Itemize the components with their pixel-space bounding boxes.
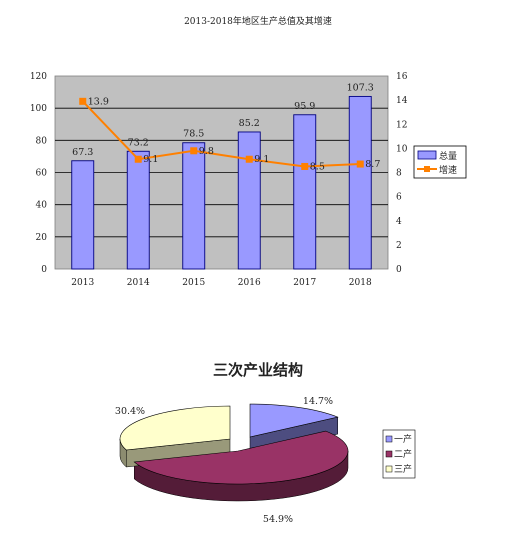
bar-data-label: 85.2 — [239, 118, 260, 129]
right-tick-label: 16 — [396, 72, 408, 82]
left-tick-label: 20 — [36, 233, 48, 243]
legend-label-bar: 总量 — [439, 150, 457, 162]
line-data-label: 8.5 — [310, 161, 325, 172]
bar-data-label: 73.2 — [128, 137, 149, 148]
right-tick-label: 12 — [396, 120, 407, 130]
line-data-label: 9.1 — [254, 154, 269, 165]
x-tick-label: 2013 — [71, 278, 94, 288]
pie-data-label: 30.4% — [115, 406, 145, 417]
pie-legend-swatch-1 — [385, 435, 393, 443]
legend-swatch-bar — [417, 150, 437, 160]
right-tick-label: 4 — [396, 217, 402, 227]
line-point — [356, 160, 364, 168]
right-tick-label: 0 — [396, 265, 402, 275]
pie-legend-label-3: 三产 — [394, 463, 412, 475]
left-axis: 0 20 40 60 80 100 120 — [30, 72, 47, 275]
bar-data-labels: 67.3 73.2 78.5 85.2 95.9 107.3 — [72, 82, 374, 157]
pie-series — [119, 403, 349, 502]
line-point — [301, 162, 309, 170]
right-tick-label: 2 — [396, 241, 402, 251]
line-point — [79, 97, 87, 105]
line-data-label: 9.8 — [199, 146, 214, 157]
combo-legend: 总量 增速 — [413, 145, 467, 179]
x-tick-label: 2018 — [349, 278, 372, 288]
right-axis: 0 2 4 6 8 10 12 14 16 — [396, 72, 408, 275]
left-tick-label: 100 — [30, 104, 47, 114]
legend-label-line: 增速 — [439, 164, 457, 176]
left-tick-label: 60 — [36, 169, 48, 179]
line-point — [245, 155, 253, 163]
pie-legend-swatch-2 — [385, 450, 393, 458]
line-data-label: 8.7 — [365, 159, 380, 170]
bar — [71, 160, 95, 270]
legend-marker-line — [424, 166, 430, 172]
pie-legend: 一产 二产 三产 — [382, 429, 416, 479]
pie-slice — [249, 403, 339, 438]
left-tick-label: 40 — [36, 201, 48, 211]
bar — [293, 114, 317, 270]
pie-chart-title: 三次产业结构 — [213, 361, 303, 379]
pie-data-label: 14.7% — [303, 396, 333, 407]
pie-slice — [119, 405, 231, 451]
line-point — [134, 155, 142, 163]
bar-data-label: 78.5 — [183, 129, 204, 140]
right-tick-label: 8 — [396, 169, 402, 179]
bar-data-label: 67.3 — [72, 147, 93, 158]
line-point — [190, 147, 198, 155]
bar-data-label: 95.9 — [294, 101, 315, 112]
pie-data-labels: 14.7% 54.9% 30.4% — [115, 396, 333, 525]
x-tick-label: 2016 — [238, 278, 261, 288]
pie-slice — [133, 430, 349, 485]
line-data-label: 9.1 — [143, 154, 158, 165]
growth-line — [82, 100, 361, 168]
line-data-labels: 13.9 9.1 9.8 9.1 8.5 8.7 — [88, 96, 381, 172]
pie-legend-label-2: 二产 — [394, 448, 412, 460]
left-tick-label: 0 — [41, 265, 47, 275]
bar-series — [71, 95, 372, 270]
x-tick-label: 2015 — [182, 278, 205, 288]
bar — [182, 142, 206, 270]
right-tick-label: 10 — [396, 144, 408, 154]
line-series — [79, 97, 364, 170]
bar — [237, 131, 261, 270]
bar — [348, 95, 372, 270]
right-tick-label: 6 — [396, 193, 402, 203]
x-tick-label: 2017 — [293, 278, 316, 288]
pie-legend-label-1: 一产 — [394, 433, 412, 445]
right-tick-label: 14 — [396, 96, 408, 106]
line-data-label: 13.9 — [88, 96, 109, 107]
left-tick-label: 80 — [36, 136, 48, 146]
gridlines — [55, 107, 388, 238]
x-axis: 2013 2014 2015 2016 2017 2018 — [71, 278, 372, 288]
x-tick-label: 2014 — [127, 278, 150, 288]
left-tick-label: 120 — [30, 72, 47, 82]
combo-chart-title: 2013-2018年地区生产总值及其增速 — [184, 15, 332, 27]
pie-legend-swatch-3 — [385, 465, 393, 473]
pie-data-label: 54.9% — [263, 514, 293, 525]
bar-data-label: 107.3 — [347, 82, 374, 93]
bar — [126, 150, 150, 270]
